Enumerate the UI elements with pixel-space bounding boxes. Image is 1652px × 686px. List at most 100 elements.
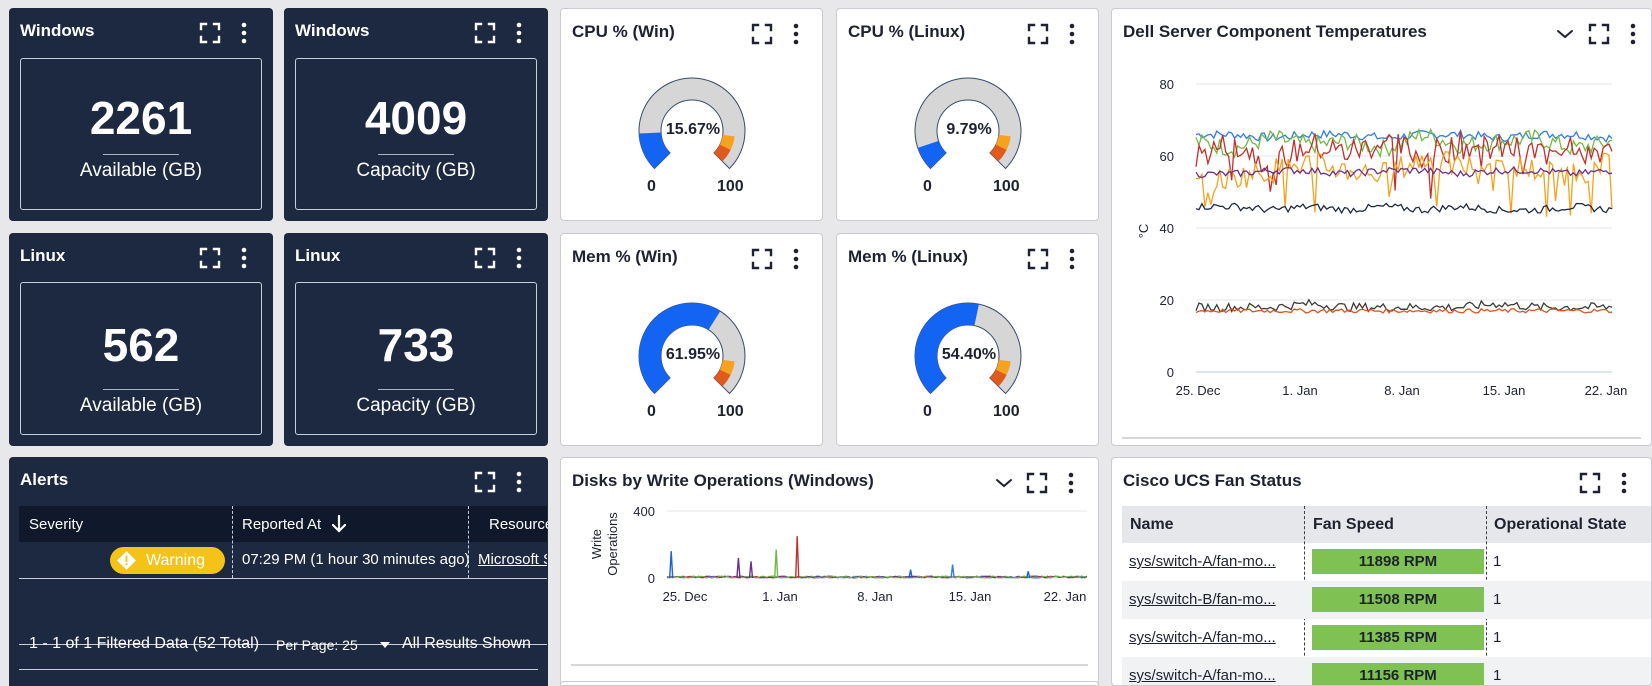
- widget-windows-available: Windows 2261 Available (GB): [9, 8, 273, 221]
- expand-icon[interactable]: [197, 20, 223, 46]
- next-row-widget-edge: [9, 680, 548, 686]
- column-header-fan-speed[interactable]: Fan Speed: [1313, 516, 1394, 533]
- big-number-label: Capacity (GB): [356, 395, 476, 416]
- gauge-chart: [638, 77, 746, 170]
- table-header: Severity Reported At Resource/: [19, 506, 548, 542]
- big-number-label: Available (GB): [79, 395, 203, 416]
- row-divider: [19, 578, 547, 579]
- spike-mark: [669, 551, 674, 579]
- widget-mem-win: Mem % (Win) 61.95% 0 100: [560, 233, 823, 446]
- scrollbar[interactable]: [1122, 437, 1641, 439]
- gauge-warning-band: [995, 134, 1011, 150]
- widget-title: Windows: [295, 21, 370, 40]
- value-box: 733 Capacity (GB): [295, 282, 537, 435]
- widget-title: Mem % (Linux): [848, 247, 968, 266]
- fan-speed-bar: 11898 RPM: [1312, 549, 1484, 574]
- column-header-operational-state[interactable]: Operational State: [1494, 516, 1627, 533]
- table-row[interactable]: sys/switch-A/fan-mo... 11898 RPM 1: [1122, 543, 1651, 581]
- x-tick-label: 15. Jan: [1483, 383, 1526, 398]
- gauge-value-arc: [917, 140, 947, 169]
- series-line: [1195, 307, 1613, 314]
- gauge-min-label: 0: [923, 403, 932, 420]
- spike-mark: [748, 561, 754, 579]
- widget-title: CPU % (Win): [572, 22, 675, 41]
- expand-icon[interactable]: [197, 245, 223, 271]
- y-axis-label: °C: [1136, 224, 1151, 239]
- series-line: [1195, 202, 1613, 215]
- column-header-severity[interactable]: Severity: [29, 516, 84, 533]
- dropdown-caret-icon: [380, 642, 390, 648]
- table-row[interactable]: Warning 07:29 PM (1 hour 30 minutes ago)…: [19, 542, 547, 578]
- widget-title: Dell Server Component Temperatures: [1123, 22, 1427, 41]
- warning-icon: [117, 551, 136, 570]
- value-box: 562 Available (GB): [20, 282, 262, 435]
- column-divider[interactable]: [232, 506, 233, 578]
- fan-name-link[interactable]: sys/switch-A/fan-mo...: [1129, 629, 1276, 646]
- more-options-icon[interactable]: [506, 469, 532, 495]
- gauge-value: 15.67%: [665, 121, 721, 138]
- big-number-value: 733: [377, 319, 455, 371]
- expand-icon[interactable]: [472, 245, 498, 271]
- expand-icon[interactable]: [472, 20, 498, 46]
- divider: [103, 389, 179, 390]
- y-tick-label: 20: [1160, 293, 1174, 308]
- column-divider[interactable]: [468, 506, 469, 578]
- gauge-value: 54.40%: [941, 346, 997, 363]
- value-box: 4009 Capacity (GB): [295, 58, 537, 210]
- widget-title: Linux: [20, 246, 66, 265]
- temperature-line-chart: 80 60 40 20 0 °C 25. Dec 1. Jan 8. Jan 15. Jan 22.…: [1136, 77, 1628, 398]
- column-header-resource[interactable]: Resource/: [489, 516, 548, 533]
- y-tick-label: 0: [1167, 365, 1174, 380]
- big-number-label: Available (GB): [79, 160, 203, 181]
- x-tick-label: 8. Jan: [1384, 383, 1419, 398]
- more-options-icon[interactable]: [231, 245, 257, 271]
- fan-name-link[interactable]: sys/switch-B/fan-mo...: [1129, 591, 1276, 608]
- series-line: [1195, 165, 1613, 179]
- resource-link[interactable]: Microsoft S: [478, 551, 547, 568]
- column-header-name[interactable]: Name: [1130, 516, 1174, 533]
- more-options-icon[interactable]: [506, 20, 532, 46]
- table-row[interactable]: sys/switch-A/fan-mo... 11385 RPM 1: [1122, 619, 1651, 657]
- gauge-value-arc: [915, 303, 979, 394]
- divider: [103, 154, 179, 155]
- fan-name-link[interactable]: sys/switch-A/fan-mo...: [1129, 553, 1276, 570]
- divider: [378, 389, 454, 390]
- more-options-icon[interactable]: [231, 20, 257, 46]
- x-tick-label: 22. Jan: [1585, 383, 1628, 398]
- sort-desc-icon[interactable]: [331, 514, 347, 534]
- expand-icon[interactable]: [472, 469, 498, 495]
- gauge-critical-band: [989, 369, 1007, 387]
- column-header-reported-at[interactable]: Reported At: [242, 516, 322, 533]
- more-options-icon[interactable]: [506, 245, 532, 271]
- fan-name-link[interactable]: sys/switch-A/fan-mo...: [1129, 667, 1276, 684]
- fan-speed-bar: 11385 RPM: [1312, 625, 1484, 650]
- widget-disks-write-ops: Disks by Write Operations (Windows) 400 0…: [560, 457, 1099, 686]
- widget-linux-capacity: Linux 733 Capacity (GB): [284, 233, 548, 446]
- widget-alerts: Alerts Severity Reported At Resource/ Wa…: [9, 457, 548, 686]
- per-page-label: Per Page: 25: [276, 637, 358, 653]
- big-number-value: 4009: [364, 92, 468, 144]
- expand-icon[interactable]: [1577, 470, 1603, 496]
- gauge-warning-band: [719, 134, 735, 150]
- table-row[interactable]: sys/switch-B/fan-mo... 11508 RPM 1: [1122, 581, 1651, 619]
- widget-mem-linux: Mem % (Linux) 54.40% 0 100: [836, 233, 1099, 446]
- per-page-select[interactable]: Per Page: 25: [276, 635, 394, 657]
- series-line: [1195, 150, 1613, 217]
- spike-mark: [950, 564, 955, 579]
- gauge-chart: [914, 302, 1022, 395]
- gauge-value-arc: [639, 302, 721, 394]
- scrollbar[interactable]: [571, 664, 1088, 666]
- spike-mark: [774, 549, 779, 579]
- x-tick-label: 1. Jan: [762, 589, 797, 604]
- widget-cpu-win: CPU % (Win) 15.67% 0 100: [560, 8, 823, 221]
- table-row[interactable]: sys/switch-A/fan-mo... 11156 RPM 1: [1122, 657, 1651, 685]
- gauge-value-arc: [639, 132, 671, 169]
- widget-cpu-linux: CPU % (Linux) 9.79% 0 100: [836, 8, 1099, 221]
- y-tick-label: 60: [1160, 149, 1174, 164]
- gauge-critical-band: [713, 144, 731, 162]
- x-tick-label: 15. Jan: [949, 589, 992, 604]
- operational-state: 1: [1493, 629, 1502, 646]
- more-options-icon[interactable]: [1611, 470, 1637, 496]
- widget-title: Disks by Write Operations (Windows): [572, 471, 874, 490]
- results-shown-text: All Results Shown: [402, 635, 531, 652]
